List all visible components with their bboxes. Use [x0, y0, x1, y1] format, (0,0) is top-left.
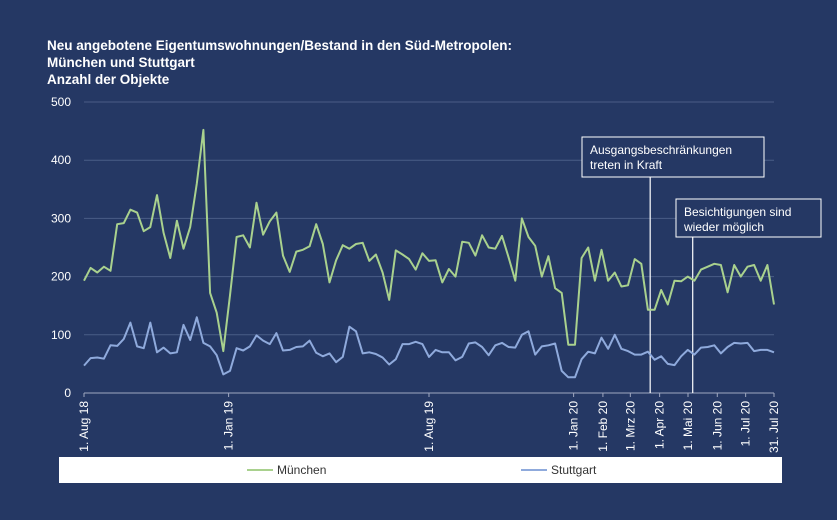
- annotation-box: [675, 198, 822, 238]
- annotation-text: wieder möglich: [683, 220, 764, 234]
- x-tick-label: 1. Mrz 20: [623, 401, 637, 451]
- chart-title-block: Neu angebotene Eigentumswohnungen/Bestan…: [47, 37, 512, 88]
- legend-label-stuttgart: Stuttgart: [551, 463, 597, 477]
- x-tick-label: 1. Jan 19: [222, 401, 236, 451]
- x-tick-label: 1. Jul 20: [739, 401, 753, 447]
- y-axis-label: Anzahl der Objekte: [47, 72, 170, 87]
- x-tick-label: 1. Aug 19: [422, 401, 436, 452]
- chart-subtitle: München und Stuttgart: [47, 55, 195, 70]
- annotation-text: treten in Kraft: [590, 158, 663, 172]
- x-tick-label: 1. Jun 20: [710, 401, 724, 451]
- series-line-stuttgart: [83, 316, 775, 379]
- legend-label-muenchen: München: [277, 463, 327, 477]
- y-tick-label: 500: [51, 95, 71, 109]
- y-tick-label: 400: [51, 153, 71, 167]
- x-tick-label: 1. Apr 20: [653, 401, 667, 449]
- chart-title: Neu angebotene Eigentumswohnungen/Bestan…: [47, 38, 513, 53]
- annotation-text: Besichtigungen sind: [684, 205, 791, 219]
- legend-item-muenchen: München: [247, 457, 326, 483]
- x-tick-label: 1. Aug 18: [77, 401, 91, 452]
- x-tick-label: 31. Jul 20: [767, 401, 781, 453]
- y-tick-label: 100: [51, 328, 71, 342]
- y-tick-label: 300: [51, 211, 71, 225]
- annotation-text: Ausgangsbeschränkungen: [590, 143, 732, 157]
- x-tick-label: 1. Feb 20: [596, 401, 610, 452]
- legend-swatch-stuttgart: [521, 469, 547, 471]
- legend-swatch-muenchen: [247, 469, 273, 471]
- y-tick-label: 200: [51, 270, 71, 284]
- legend-item-stuttgart: Stuttgart: [521, 457, 596, 483]
- legend: München Stuttgart: [59, 457, 782, 483]
- annotation-box: [581, 136, 765, 178]
- series-line-muenchen: [83, 128, 775, 353]
- x-tick-label: 1. Jan 20: [567, 401, 581, 451]
- x-tick-label: 1. Mai 20: [681, 401, 695, 451]
- y-tick-label: 0: [64, 386, 71, 400]
